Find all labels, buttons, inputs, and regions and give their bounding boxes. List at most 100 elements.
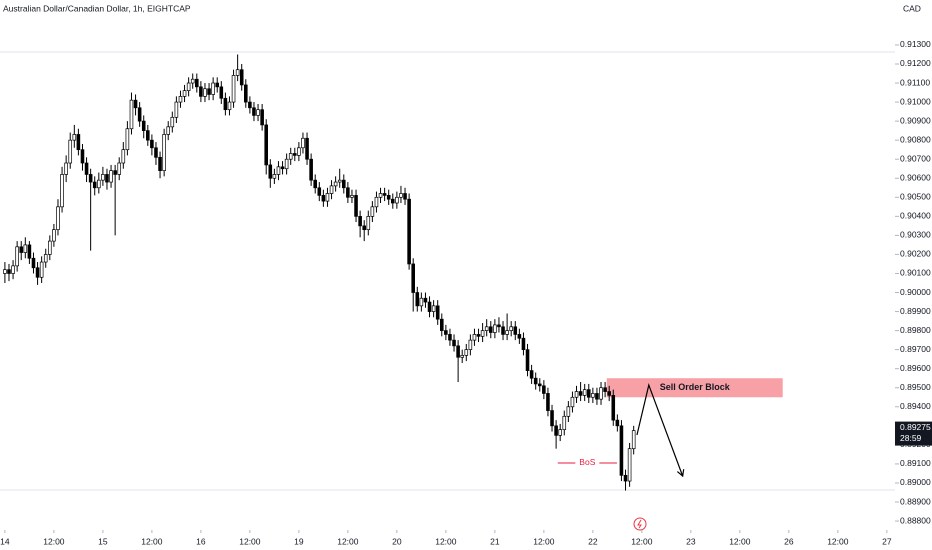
candle-body bbox=[248, 101, 252, 109]
candle-body bbox=[105, 174, 109, 183]
candle-body bbox=[199, 86, 203, 97]
candle-body bbox=[121, 149, 126, 164]
candle-body bbox=[174, 101, 179, 118]
candle-body bbox=[48, 240, 52, 255]
candle-body bbox=[56, 206, 60, 231]
candle-body bbox=[329, 185, 334, 194]
candle-body bbox=[15, 246, 19, 267]
candle-body bbox=[117, 162, 122, 175]
y-tick-label: 0.88900 bbox=[900, 496, 931, 506]
candle-body bbox=[562, 415, 567, 430]
candle-body bbox=[399, 193, 403, 198]
alert-circle[interactable] bbox=[633, 517, 647, 531]
x-tick-label: 15 bbox=[98, 536, 108, 546]
candle-body bbox=[325, 193, 330, 202]
arrow bbox=[636, 383, 684, 477]
candle-body bbox=[611, 395, 616, 421]
candle-body bbox=[542, 385, 546, 394]
y-tick-label: 0.89700 bbox=[900, 344, 931, 354]
candle-body bbox=[150, 139, 154, 149]
candle-body bbox=[244, 84, 248, 103]
price-box bbox=[895, 421, 932, 446]
candle-body bbox=[293, 153, 297, 156]
candle-body bbox=[435, 305, 440, 320]
y-tick-label: 0.89100 bbox=[900, 458, 931, 468]
candle-body bbox=[619, 425, 624, 476]
candle-body bbox=[439, 318, 444, 331]
candle-body bbox=[415, 292, 420, 307]
candle-body bbox=[337, 179, 342, 183]
candle-body bbox=[419, 297, 424, 307]
x-tick-label: 26 bbox=[784, 536, 794, 546]
candle-body bbox=[227, 101, 232, 111]
candle-body bbox=[190, 78, 195, 84]
candle-body bbox=[19, 246, 24, 253]
candle-body bbox=[452, 339, 456, 347]
candle-body bbox=[88, 174, 93, 183]
alert-bolt[interactable] bbox=[637, 519, 642, 529]
candle-body bbox=[64, 162, 68, 175]
candle-body bbox=[80, 149, 85, 164]
x-tick-label: 12:00 bbox=[239, 536, 261, 546]
x-tick-label: 12:00 bbox=[533, 536, 555, 546]
candle-body bbox=[31, 257, 36, 269]
candle-body bbox=[374, 196, 379, 208]
zone bbox=[606, 378, 783, 398]
candle-body bbox=[615, 419, 620, 427]
candle-body bbox=[84, 162, 89, 175]
candle-body bbox=[366, 215, 371, 231]
candle-body bbox=[186, 82, 191, 92]
x-tick-label: 14 bbox=[0, 536, 10, 546]
candle-body bbox=[7, 269, 11, 274]
candle-body bbox=[431, 305, 436, 312]
candle-body bbox=[276, 166, 281, 175]
candle-body bbox=[76, 134, 81, 151]
candle-body bbox=[333, 181, 338, 187]
candle-body bbox=[215, 82, 220, 88]
y-tick-label: 0.90800 bbox=[900, 134, 931, 144]
candle-body bbox=[464, 349, 469, 356]
candle-body bbox=[480, 330, 485, 337]
candle-body bbox=[517, 334, 522, 339]
candle-body bbox=[558, 429, 562, 436]
candle-body bbox=[505, 330, 509, 335]
axis-unit: CAD bbox=[903, 3, 921, 13]
x-tick-label: 27 bbox=[882, 536, 892, 546]
candle-body bbox=[403, 193, 407, 200]
candle-body bbox=[23, 244, 28, 253]
candle-body bbox=[280, 166, 285, 170]
candle-body bbox=[411, 263, 415, 293]
candle-body bbox=[578, 391, 583, 396]
y-tick-label: 0.90000 bbox=[900, 287, 931, 297]
alert-icon[interactable] bbox=[633, 517, 647, 531]
x-tick-label: 19 bbox=[294, 536, 304, 546]
candle-body bbox=[129, 99, 134, 130]
candle-body bbox=[97, 179, 101, 189]
candle-body bbox=[137, 107, 142, 122]
candle-body bbox=[603, 387, 607, 392]
candle-body bbox=[533, 377, 538, 385]
candle-body bbox=[382, 193, 387, 196]
candle-body bbox=[252, 107, 256, 116]
candle-body bbox=[595, 393, 599, 400]
candle-body bbox=[264, 124, 269, 166]
candle-body bbox=[574, 391, 579, 398]
candle-body bbox=[358, 215, 362, 227]
candle-body bbox=[460, 355, 464, 358]
zone-label: Sell Order Block bbox=[660, 382, 731, 392]
candle-body bbox=[162, 134, 166, 171]
x-tick-label: 12:00 bbox=[729, 536, 751, 546]
countdown-label: 28:59 bbox=[900, 433, 922, 443]
x-tick-label: 12:00 bbox=[435, 536, 457, 546]
candle-body bbox=[448, 334, 452, 341]
candle-body bbox=[423, 297, 428, 303]
candle-body bbox=[444, 330, 448, 335]
candle-body bbox=[525, 349, 530, 371]
candle-body bbox=[346, 187, 350, 198]
candle-body bbox=[182, 90, 187, 97]
candle-body bbox=[570, 396, 575, 408]
candle-body bbox=[158, 156, 162, 171]
candle-body bbox=[407, 198, 411, 265]
candle-body bbox=[313, 179, 318, 189]
